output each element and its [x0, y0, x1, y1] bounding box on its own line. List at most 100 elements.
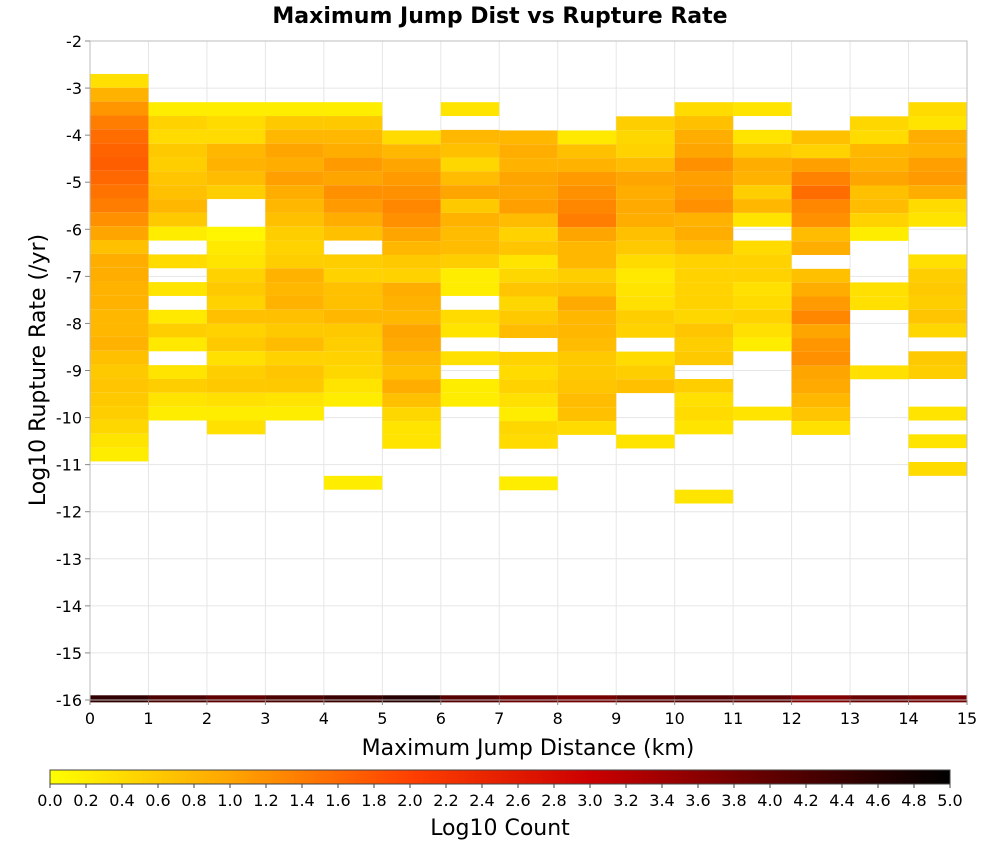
heatmap-cell [499, 421, 558, 435]
heatmap-cell [90, 87, 149, 102]
heatmap-cell [733, 323, 792, 338]
heatmap-cell [323, 129, 383, 144]
heatmap-cell [440, 268, 500, 283]
heatmap-cell [148, 157, 207, 172]
heatmap-cell [265, 378, 324, 393]
heatmap-cell [616, 116, 675, 131]
x-tick-label: 15 [957, 709, 977, 728]
heatmap-cell [90, 267, 149, 282]
heatmap-cell [323, 365, 383, 379]
heatmap-cell [382, 144, 441, 159]
heatmap-cell [791, 296, 851, 311]
heatmap-cell [265, 268, 324, 283]
heatmap-cell [90, 101, 149, 116]
heatmap-cell [850, 116, 909, 131]
heatmap-cell [206, 102, 266, 117]
heatmap-cell [323, 185, 383, 200]
heatmap-cell [557, 199, 617, 214]
heatmap-cell [148, 365, 207, 379]
colorbar-tick-label: 2.4 [469, 791, 494, 810]
heatmap-cell [148, 102, 207, 117]
heatmap-cell [382, 254, 441, 269]
heatmap-cell [90, 143, 149, 157]
colorbar-tick-label: 1.4 [289, 791, 314, 810]
heatmap-cell [90, 170, 149, 185]
heatmap-cell [791, 158, 851, 172]
heatmap-cell [440, 240, 500, 255]
heatmap-cell [908, 199, 967, 213]
heatmap-cell [206, 420, 266, 435]
x-tick-label: 10 [664, 709, 684, 728]
heatmap-cell [499, 227, 558, 242]
heatmap-cell [674, 157, 734, 172]
colorbar-ticks: 0.0 0.2 0.4 0.6 0.8 1.0 1.2 1.4 1.6 1.8 2.0 2.2 2.4 2… [37, 784, 963, 810]
heatmap-cell [908, 254, 967, 269]
heatmap-cell [791, 379, 851, 394]
heatmap-cell [674, 212, 734, 227]
heatmap-cell [908, 282, 967, 296]
heatmap-cell [791, 338, 851, 352]
heatmap-cell [908, 434, 967, 449]
heatmap-cell [148, 185, 207, 200]
heatmap-cell [791, 407, 851, 422]
heatmap-cell [382, 393, 441, 408]
heatmap-cell [323, 392, 383, 407]
heatmap-cell [733, 199, 792, 213]
colorbar-tick-label: 4.8 [901, 791, 926, 810]
heatmap-cell [382, 338, 441, 352]
heatmap-cell [791, 130, 851, 145]
heatmap-cell [557, 254, 617, 269]
heatmap-cell [616, 268, 675, 283]
heatmap-cell [908, 129, 967, 144]
heatmap-cell [557, 282, 617, 297]
colorbar-tick-label: 1.6 [325, 791, 350, 810]
heatmap-cell [616, 227, 675, 241]
heatmap-cell [908, 365, 967, 379]
y-axis-ticks: -2 -3 -4 -5 -6 -7 -8 -9 -10 -11 -12 -13 -14 -15 -16 [56, 32, 90, 710]
heatmap-cell [382, 379, 441, 394]
y-tick-label: -13 [56, 550, 82, 569]
heatmap-cell [265, 295, 324, 310]
heatmap-cell [265, 185, 324, 200]
colorbar-tick-label: 2.6 [505, 791, 530, 810]
heatmap-cell [674, 143, 734, 158]
heatmap-cell [440, 171, 500, 186]
heatmap-cell [733, 406, 792, 421]
heatmap-cell [206, 129, 266, 144]
heatmap-cell [557, 227, 617, 242]
heatmap-cell [908, 462, 967, 476]
colorbar-tick-label: 0.2 [73, 791, 98, 810]
heatmap-cell [557, 407, 617, 422]
x-tick-label: 3 [260, 709, 270, 728]
heatmap-cell [90, 309, 149, 324]
heatmap-cell [499, 695, 558, 703]
heatmap-cell [616, 310, 675, 324]
heatmap-cell [908, 157, 967, 172]
heatmap-cell [440, 102, 500, 117]
y-tick-label: -4 [66, 126, 82, 145]
heatmap-cell [440, 254, 500, 269]
heatmap-cell [557, 351, 617, 366]
heatmap-cell [499, 393, 558, 408]
heatmap-cell [908, 295, 967, 310]
heatmap-cell [850, 213, 909, 228]
heatmap-cell [440, 378, 500, 393]
heatmap-cell [206, 185, 266, 200]
heatmap-cell [908, 143, 967, 158]
y-tick-label: -15 [56, 644, 82, 663]
heatmap-cell [850, 143, 909, 158]
x-tick-label: 7 [494, 709, 504, 728]
x-tick-label: 4 [319, 709, 329, 728]
heatmap-cell [90, 212, 149, 227]
heatmap-cell [148, 309, 207, 324]
heatmap-cell [440, 185, 500, 200]
heatmap-cell [206, 171, 266, 186]
heatmap-cell [148, 378, 207, 393]
heatmap-cell [557, 213, 617, 228]
heatmap-cell [733, 295, 792, 310]
heatmap-cell [382, 324, 441, 339]
colorbar-tick-label: 0.6 [145, 791, 170, 810]
colorbar-tick-label: 2.0 [397, 791, 422, 810]
heatmap-cell [674, 226, 734, 241]
